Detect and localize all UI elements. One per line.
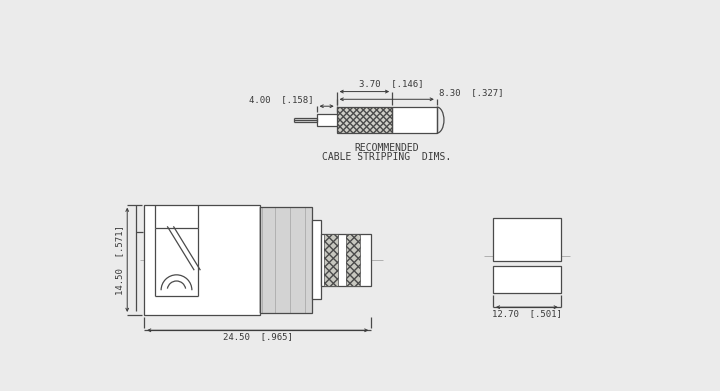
Text: CABLE STRIPPING  DIMS.: CABLE STRIPPING DIMS. <box>322 152 451 161</box>
Bar <box>317 114 337 126</box>
Text: 14.50  [.571]: 14.50 [.571] <box>115 225 124 295</box>
Bar <box>144 205 260 315</box>
Bar <box>493 266 561 293</box>
Bar <box>392 107 437 133</box>
Text: RECOMMENDED: RECOMMENDED <box>354 143 419 153</box>
Bar <box>324 234 338 285</box>
Text: 3.70  [.146]: 3.70 [.146] <box>359 79 423 88</box>
Text: 8.30  [.327]: 8.30 [.327] <box>439 88 503 97</box>
Bar <box>312 220 321 300</box>
Bar <box>321 234 372 285</box>
Bar <box>337 107 392 133</box>
Text: 12.70  [.501]: 12.70 [.501] <box>492 310 562 319</box>
Bar <box>337 107 392 133</box>
Bar <box>493 218 561 261</box>
Bar <box>324 234 338 285</box>
Bar <box>346 234 360 285</box>
Bar <box>346 234 360 285</box>
Bar <box>260 207 312 312</box>
Text: 4.00  [.158]: 4.00 [.158] <box>249 95 314 104</box>
Text: 24.50  [.965]: 24.50 [.965] <box>222 333 292 342</box>
